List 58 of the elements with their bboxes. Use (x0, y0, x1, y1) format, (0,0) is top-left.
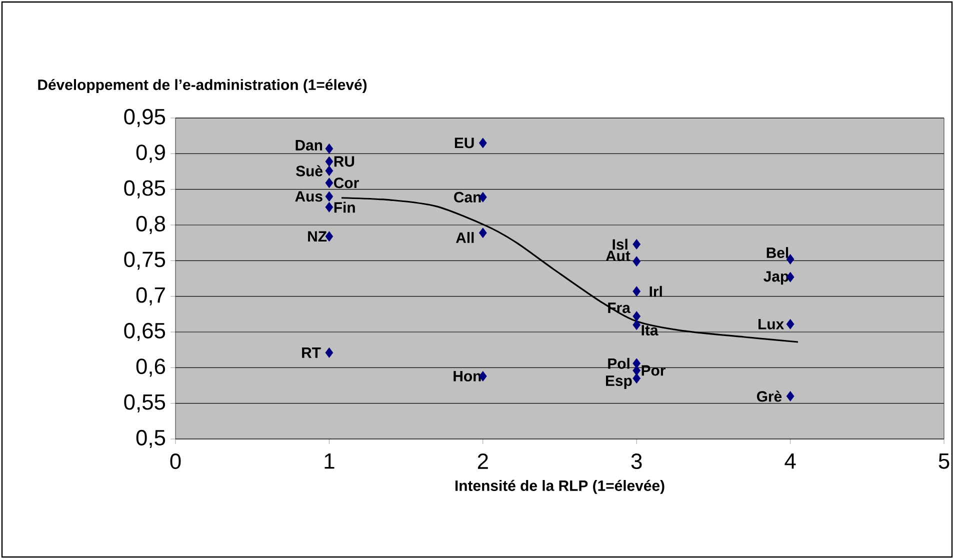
annotation: Esp (606, 376, 632, 389)
point (786, 318, 794, 330)
x-tick-label: 0 (170, 454, 181, 470)
point (632, 365, 641, 376)
annotation: Bel (766, 247, 788, 258)
annotation: All (456, 232, 474, 243)
point (632, 311, 641, 322)
y-axis-title: Développement de l’e-administration (1=élevé) (38, 78, 367, 94)
annotation: Can (454, 192, 481, 202)
point (786, 254, 794, 264)
point (478, 138, 487, 148)
point (325, 143, 334, 154)
x-axis-title: Intensité de la RLP (1=élevée) (455, 480, 664, 494)
x-tick-label: 2 (478, 454, 488, 469)
point (632, 239, 641, 250)
y-tick-label: 0,95 (124, 108, 166, 128)
annotation: Ita (642, 325, 658, 336)
y-tick-label: 0,6 (136, 358, 166, 377)
x-tick-label: 4 (784, 454, 796, 469)
annotation: Aus (295, 191, 322, 202)
annotation: Jap (764, 271, 788, 285)
annotation: NZ (308, 231, 327, 242)
point (325, 191, 334, 202)
point (325, 178, 334, 188)
point (478, 228, 487, 238)
point (325, 347, 334, 358)
annotation: Lux (758, 318, 784, 330)
annotation: Cor (334, 178, 359, 188)
y-tick-label: 0,9 (136, 144, 165, 163)
y-tick-label: 0,5 (136, 430, 166, 448)
annotation: EU (454, 138, 474, 148)
point (632, 373, 641, 384)
annotation: Grè (756, 390, 782, 402)
annotation: Hon (454, 371, 481, 382)
annotation: Isl (612, 238, 628, 250)
y-tick-label: 0,65 (124, 322, 166, 342)
annotation: Fin (334, 202, 355, 213)
point (632, 286, 641, 297)
point (325, 166, 334, 176)
y-tick-label: 0,85 (124, 180, 166, 198)
annotation: RT (302, 348, 321, 358)
y-tick-label: 0,55 (124, 394, 166, 412)
annotation: Suè (296, 165, 322, 176)
y-tick-label: 0,8 (136, 216, 166, 234)
x-tick-label: 5 (938, 454, 950, 469)
x-tick-label: 1 (324, 454, 334, 469)
annotation: RU (334, 156, 354, 167)
y-tick-label: 0,7 (136, 287, 165, 306)
point (632, 256, 641, 267)
point (786, 391, 794, 402)
point (325, 156, 334, 167)
x-tick-label: 3 (631, 454, 642, 470)
annotation: Dan (296, 140, 322, 150)
y-tick-label: 0,75 (124, 252, 166, 270)
point (325, 202, 334, 212)
annotation: Irl (650, 286, 662, 297)
point (632, 320, 641, 330)
annotation: Pol (608, 358, 630, 369)
